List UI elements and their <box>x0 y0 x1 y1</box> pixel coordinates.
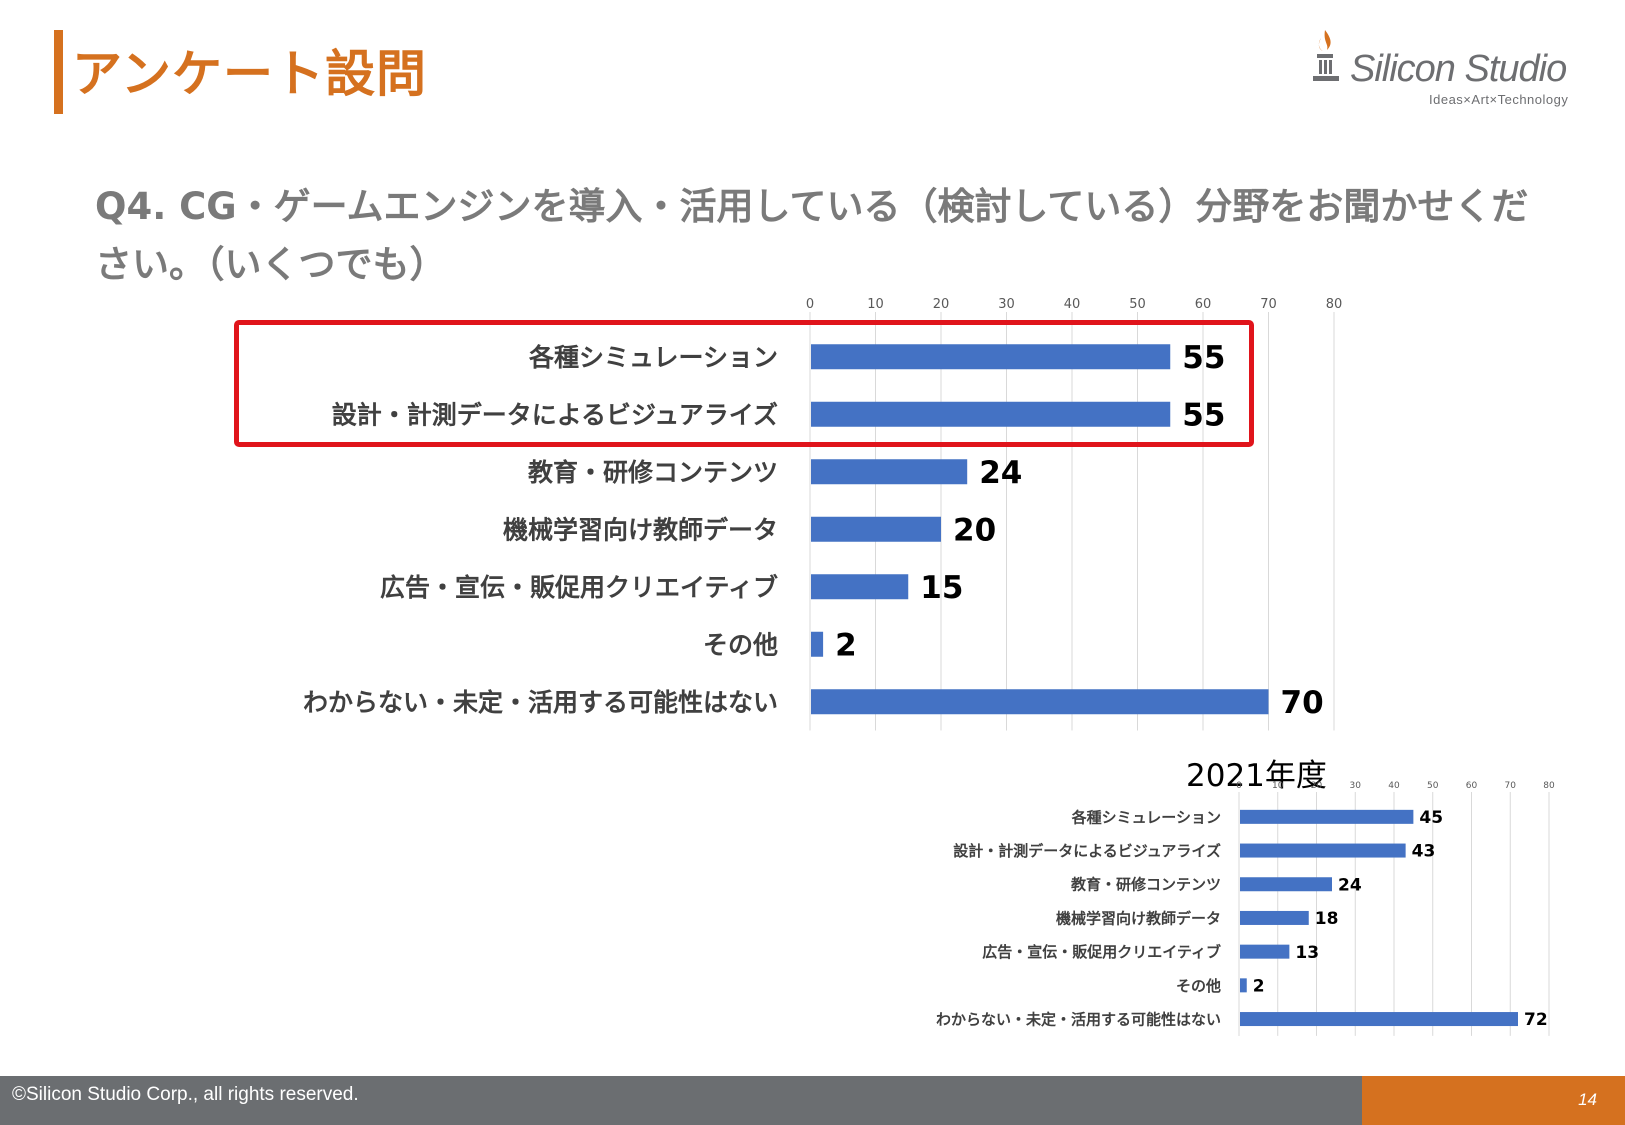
data-label: 15 <box>920 570 963 606</box>
data-label: 55 <box>1182 397 1225 433</box>
data-label: 24 <box>1338 875 1362 895</box>
category-label: 教育・研修コンテンツ <box>528 458 778 487</box>
data-label: 2 <box>835 627 857 663</box>
footer-copyright: ©Silicon Studio Corp., all rights reserv… <box>0 1076 1362 1125</box>
tick-label: 10 <box>1272 781 1284 791</box>
category-label: その他 <box>1176 977 1221 995</box>
bar <box>811 344 1171 370</box>
footer-page-number: 14 <box>1362 1076 1625 1125</box>
logo-wordmark: Silicon Studio <box>1350 48 1567 90</box>
bar <box>811 631 824 657</box>
category-label: 各種シミュレーション <box>1071 808 1221 826</box>
tick-label: 70 <box>1505 781 1517 791</box>
data-label: 20 <box>953 512 996 548</box>
title-accent-bar <box>54 30 63 114</box>
tick-label: 80 <box>1543 781 1555 791</box>
tick-label: 50 <box>1427 781 1439 791</box>
data-label: 72 <box>1524 1010 1548 1030</box>
company-logo: Silicon Studio Ideas×Art×Technology <box>1305 28 1605 113</box>
bar <box>1240 843 1406 858</box>
tick-label: 0 <box>1236 781 1242 791</box>
bar <box>1240 910 1309 925</box>
data-label: 43 <box>1412 842 1436 862</box>
tick-label: 80 <box>1326 297 1343 312</box>
logo-tagline: Ideas×Art×Technology <box>1429 92 1569 107</box>
tick-label: 70 <box>1260 297 1277 312</box>
data-label: 2 <box>1253 976 1265 996</box>
tick-label: 40 <box>1388 781 1400 791</box>
small-chart-title: 2021年度 <box>1186 758 1327 794</box>
data-label: 70 <box>1281 685 1324 721</box>
slide-title: アンケート設問 <box>72 45 427 103</box>
category-label: 設計・計測データによるビジュアライズ <box>332 400 778 429</box>
tick-label: 30 <box>1350 781 1362 791</box>
tick-label: 20 <box>1311 781 1323 791</box>
category-label: わからない・未定・活用する可能性はない <box>936 1010 1221 1028</box>
tick-label: 30 <box>998 297 1015 312</box>
tick-label: 60 <box>1466 781 1478 791</box>
bar <box>1240 944 1290 959</box>
data-label: 24 <box>979 455 1022 491</box>
category-label: わからない・未定・活用する可能性はない <box>303 688 778 717</box>
category-label: 各種シミュレーション <box>528 343 778 372</box>
tick-label: 60 <box>1195 297 1212 312</box>
tick-label: 10 <box>867 297 884 312</box>
torch-icon <box>1313 30 1339 81</box>
bar <box>1240 978 1247 993</box>
category-label: 機械学習向け教師データ <box>503 515 778 544</box>
bar <box>1240 809 1414 824</box>
tick-label: 0 <box>806 297 814 312</box>
bar <box>1240 1012 1518 1027</box>
data-label: 18 <box>1315 909 1339 929</box>
tick-label: 40 <box>1064 297 1081 312</box>
highlight-box <box>234 320 1254 447</box>
bar <box>811 689 1269 715</box>
data-label: 13 <box>1295 943 1319 963</box>
bar <box>1240 877 1332 892</box>
bar <box>811 459 968 485</box>
data-label: 55 <box>1182 340 1225 376</box>
tick-label: 50 <box>1129 297 1146 312</box>
question-text: Q4. CG・ゲームエンジンを導入・活用している（検討している）分野をお聞かせく… <box>95 185 1529 286</box>
bar <box>811 516 941 542</box>
main-bar-chart: 0 10 20 30 40 50 60 70 80 各種シミュレーション 55 設計・計測データによる… <box>303 297 1343 731</box>
category-label: 広告・宣伝・販促用クリエイティブ <box>380 573 778 602</box>
bar <box>811 574 909 600</box>
bar <box>811 401 1171 427</box>
small-bar-chart: 0 10 20 30 40 50 60 70 80 各種シミュレーション 45 設計・計測データによる… <box>936 781 1555 1036</box>
tick-label: 20 <box>933 297 950 312</box>
category-label: 教育・研修コンテンツ <box>1070 876 1221 894</box>
data-label: 45 <box>1419 808 1443 828</box>
category-label: 機械学習向け教師データ <box>1056 909 1221 927</box>
category-label: その他 <box>703 630 778 659</box>
category-label: 設計・計測データによるビジュアライズ <box>953 842 1221 860</box>
category-label: 広告・宣伝・販促用クリエイティブ <box>982 943 1221 961</box>
